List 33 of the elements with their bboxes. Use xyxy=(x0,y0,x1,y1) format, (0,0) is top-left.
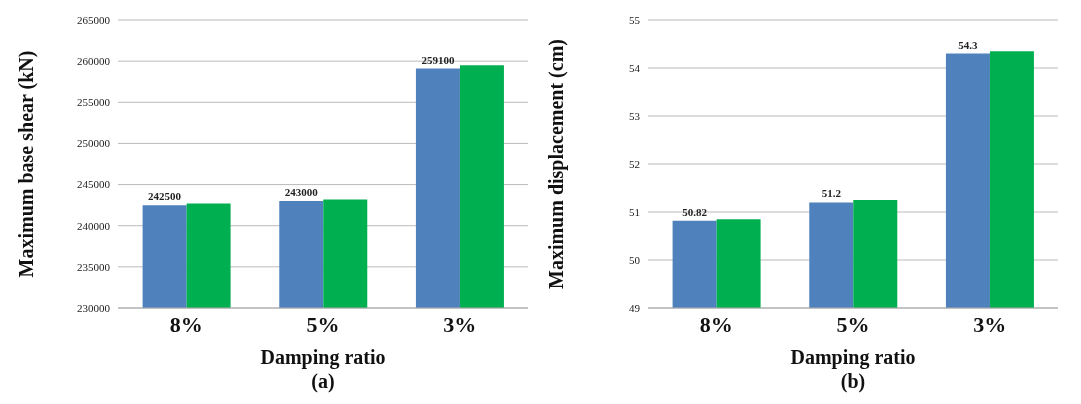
data-label: 51.2 xyxy=(821,187,842,200)
y-tick-label: 53 xyxy=(629,109,641,122)
y-tick-label: 55 xyxy=(629,13,641,26)
y-tick-label: 240000 xyxy=(77,219,111,232)
x-tick-label: 8% xyxy=(699,311,733,337)
data-label: 50.82 xyxy=(682,205,708,218)
x-tick-label: 8% xyxy=(169,311,203,337)
y-tick-label: 260000 xyxy=(77,55,111,68)
y-tick-label: 230000 xyxy=(77,301,111,314)
y-tick-label: 255000 xyxy=(77,96,111,109)
x-tick-label: 5% xyxy=(306,311,340,337)
y-tick-label: 54 xyxy=(629,61,641,74)
x-axis-title: Damping ratio xyxy=(260,346,386,369)
x-tick-label: 5% xyxy=(836,311,870,337)
data-label: 259100 xyxy=(421,53,455,66)
y-tick-label: 250000 xyxy=(77,137,111,150)
text: (a) xyxy=(310,370,336,393)
x-tick-label: 3% xyxy=(973,311,1007,337)
y-tick-label: 51 xyxy=(629,205,640,218)
x-axis-title: Damping ratio xyxy=(790,346,916,369)
y-tick-label: 265000 xyxy=(77,13,111,26)
y-tick-label: 235000 xyxy=(77,260,111,273)
y-axis-title: Maximum base shear (kN) xyxy=(15,50,39,278)
data-label: 242500 xyxy=(148,190,182,203)
text: (b) xyxy=(839,370,867,393)
y-tick-label: 49 xyxy=(629,301,641,314)
x-tick-label: 3% xyxy=(443,311,477,337)
y-tick-label: 50 xyxy=(629,253,641,266)
y-tick-label: 245000 xyxy=(77,178,111,191)
data-label: 54.3 xyxy=(958,38,979,51)
y-axis-title: Maximum displacement (cm) xyxy=(545,39,569,289)
data-label: 243000 xyxy=(284,186,319,199)
y-tick-label: 52 xyxy=(629,157,640,170)
